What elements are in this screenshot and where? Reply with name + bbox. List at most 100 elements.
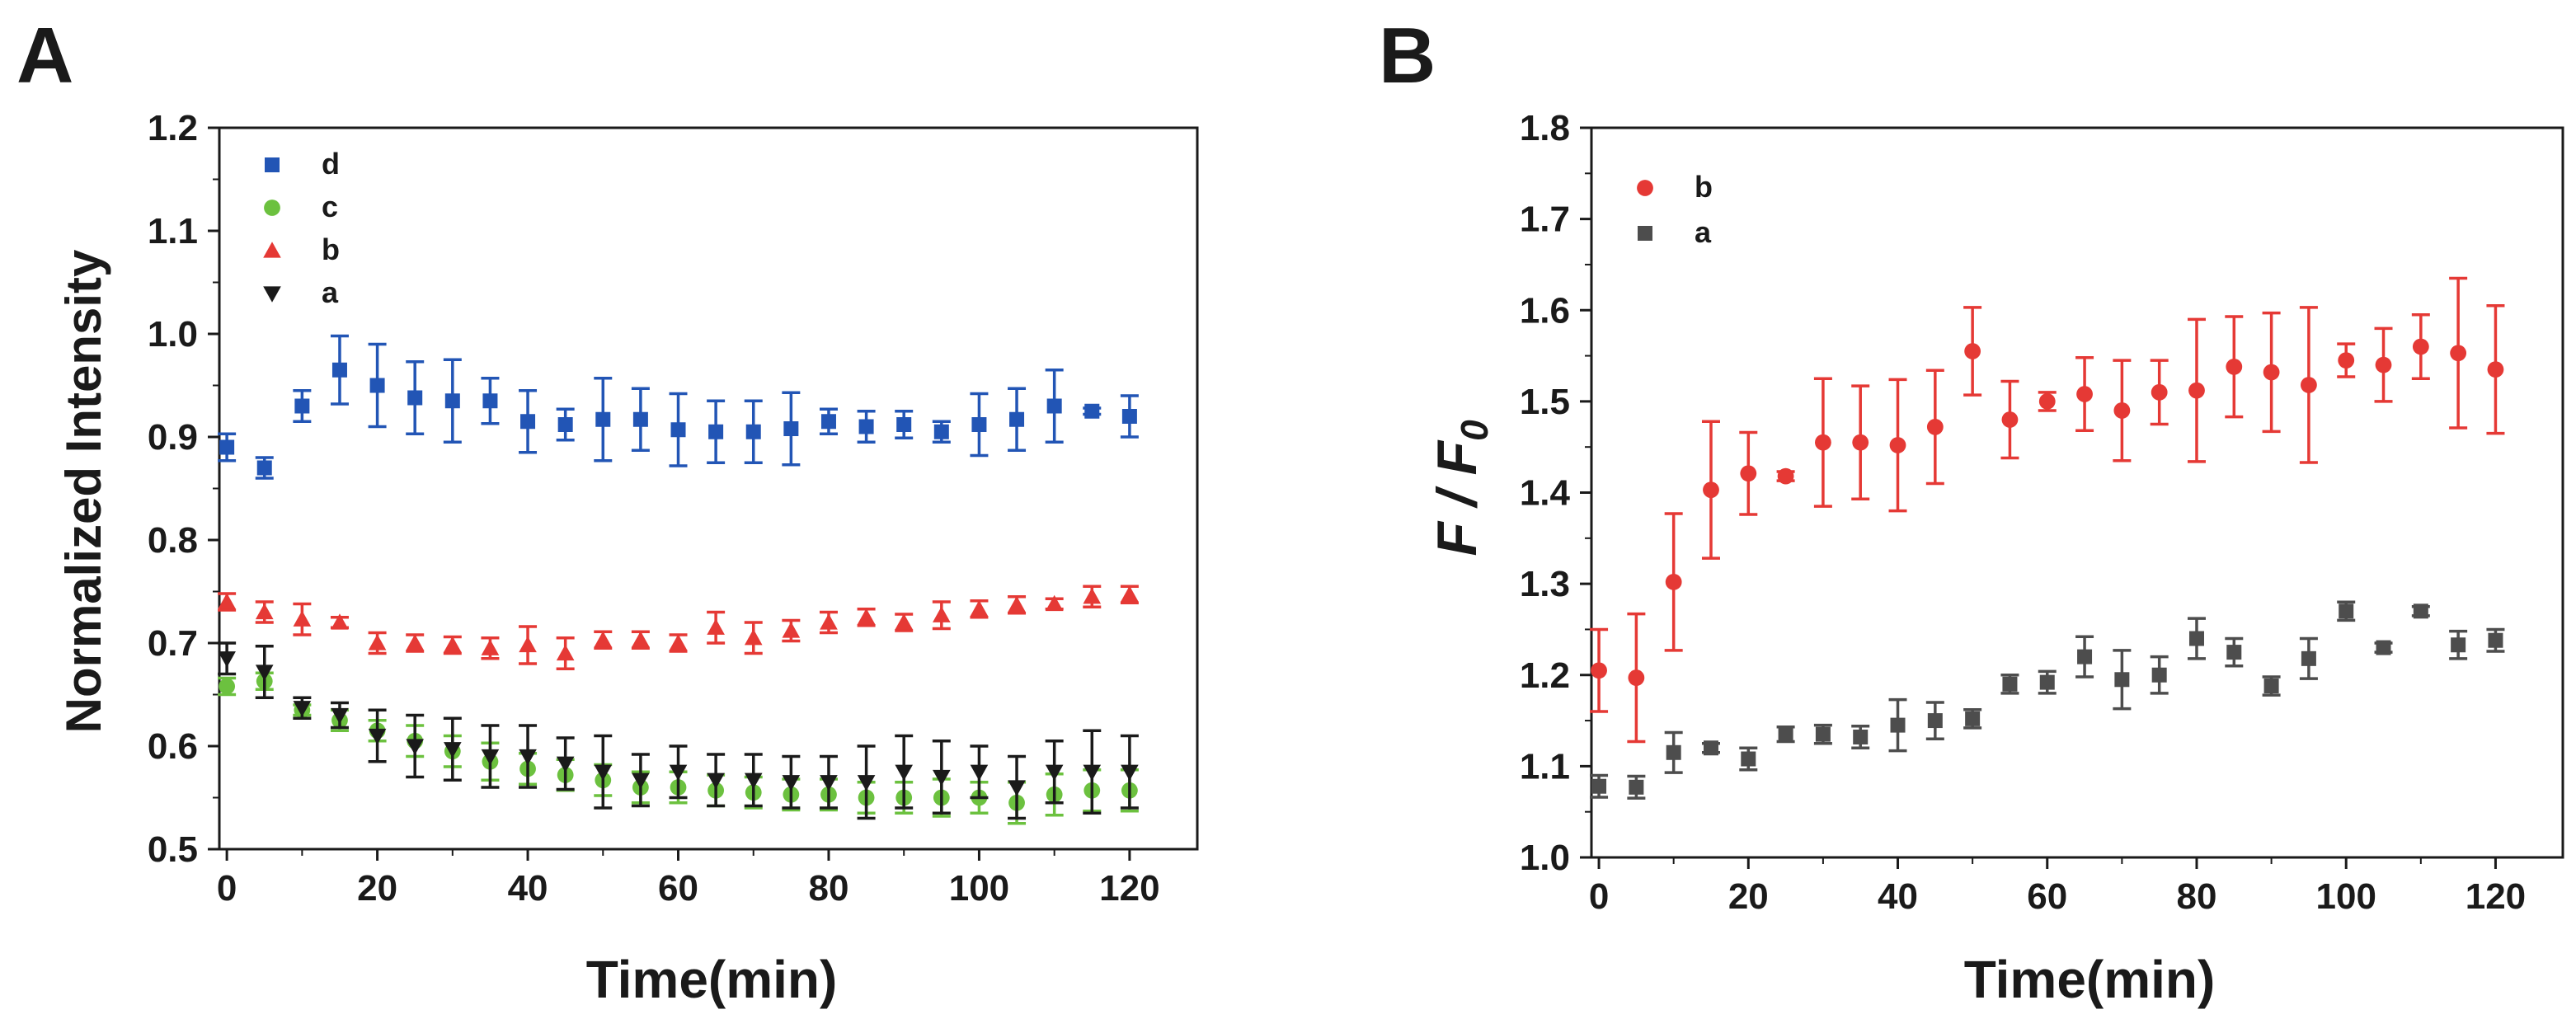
panel-b-series-a-point (1890, 717, 1906, 733)
panel-b-series-b-point (2226, 358, 2243, 375)
panel-a-series-b (218, 585, 1139, 670)
panel-a-series-a-point (218, 651, 236, 668)
panel-a-series-d-point (294, 398, 310, 414)
panel-b-series-a-point (1778, 726, 1793, 742)
panel-a-series-d-point (444, 393, 460, 409)
panel-b-y-tick-label: 1.3 (1520, 564, 1570, 604)
panel-b-series-b-point (2151, 383, 2168, 401)
panel-a-series-b-point (556, 644, 575, 661)
panel-b-y-axis-label: F / F0 (1426, 420, 1496, 556)
panel-a-legend-label-a: a (322, 275, 339, 309)
panel-a-series-a-point (707, 772, 725, 790)
panel-a-series-d-point (971, 417, 987, 432)
panel-a-series-b-point (331, 613, 349, 630)
panel-a-series-d-point (482, 393, 498, 409)
panel-b-series-a-point (2226, 645, 2242, 660)
panel-a-y-tick-label: 1.1 (148, 211, 198, 251)
panel-b-series-b-point (1740, 465, 1757, 482)
panel-a-series-a-point (1008, 780, 1026, 796)
panel-b-series-a-point (1965, 711, 1981, 726)
panel-b: B 0 20 40 60 80 100 120 1.0 1.1 1.2 1.3 1.4 1.5 1.6 1.… (1379, 12, 2564, 1009)
panel-b-series-a-point (2002, 676, 2018, 692)
panel-a-series-b-point (970, 599, 989, 617)
panel-b-legend-label-a: a (1695, 215, 1712, 249)
panel-b-axes-frame (1590, 126, 2564, 859)
panel-a-series-a-point (1121, 764, 1139, 782)
panel-a-series-a-point (1083, 764, 1102, 782)
panel-a-plot-area: 0 20 40 60 80 100 120 0.5 0.6 0.7 0.8 0.9 1.0 1.1 1.2 d… (148, 108, 1199, 909)
panel-b-series-b-point (1665, 574, 1682, 590)
panel-a-series-b-point (669, 634, 688, 650)
panel-a-legend-marker-b (263, 242, 281, 258)
panel-b-series-a-point (2188, 631, 2204, 646)
panel-a-series-d-point (369, 378, 385, 393)
panel-b-series-b-point (1889, 437, 1906, 453)
panel-a-series-c-point (219, 678, 236, 695)
panel-a-series-b-point (895, 613, 913, 630)
panel-a-series-d-point (256, 460, 272, 476)
panel-b-series-a-point (2413, 603, 2428, 619)
panel-a-series-b-point (1121, 585, 1139, 602)
panel-a-legend-marker-c (264, 200, 280, 216)
panel-b-series-b-point (2450, 345, 2467, 362)
panel-b-series-a-point (2339, 603, 2354, 619)
panel-a-series-d-point (933, 424, 949, 439)
panel-a-series-b-point (406, 634, 424, 650)
panel-b-y-tick-label: 1.5 (1520, 382, 1570, 422)
panel-b-x-tick-label: 120 (2466, 876, 2526, 917)
panel-a-series-d-point (632, 411, 648, 427)
panel-b-x-tick-label: 0 (1589, 876, 1609, 917)
panel-b-series-b-point (2338, 352, 2355, 369)
panel-a-y-tick-label: 0.6 (148, 726, 198, 767)
panel-a-series-d-point (820, 414, 836, 430)
panel-a-series-a-point (820, 775, 838, 791)
panel-b-series-a-point (2114, 672, 2130, 688)
panel-b-series-b-point (1591, 662, 1607, 679)
panel-b-series-a-point (1815, 726, 1831, 742)
panel-b-y-tick-label: 1.0 (1520, 838, 1570, 878)
panel-a-series-b-point (1045, 594, 1064, 612)
panel-b-y-axis-label-main: F / F (1426, 439, 1488, 556)
panel-a-series-d-point (858, 419, 874, 434)
panel-a-legend-label-c: c (322, 190, 338, 223)
panel-b-series-b-point (2375, 356, 2392, 373)
panel-b-series-b-point (2487, 361, 2504, 378)
panel-a-series-a-point (1045, 764, 1064, 782)
panel-b-series-a-point (2488, 632, 2503, 648)
panel-a-series-b-point (481, 639, 500, 655)
panel-a-y-tick-label: 0.8 (148, 520, 198, 561)
panel-a-series-d-point (557, 417, 573, 432)
panel-a-y-tick-label: 0.5 (148, 829, 198, 870)
panel-b-series-b-point (1815, 434, 1831, 451)
panel-a-series-a-point (933, 769, 951, 787)
panel-a-y-tick-label: 1.0 (148, 314, 198, 355)
panel-a-x-tick-label: 120 (1099, 868, 1159, 909)
panel-b-series-a-point (1703, 740, 1718, 756)
panel-a-series-b-point (707, 618, 725, 635)
panel-b-series-b-point (2113, 402, 2131, 419)
panel-a-x-tick-label: 0 (217, 868, 237, 909)
panel-b-series-a-point (1853, 729, 1869, 744)
panel-a-series-a-point (406, 739, 424, 755)
panel-b-series-b-point (1926, 418, 1944, 435)
panel-b-series-b-point (2038, 392, 2056, 410)
panel-a-legend-label-d: d (322, 147, 340, 181)
panel-a-series-d-point (407, 390, 423, 406)
panel-b-series-a-point (2451, 637, 2466, 653)
panel-a-series-d-point (331, 362, 347, 378)
panel-b-label: B (1379, 12, 1436, 100)
panel-a-series-a-point (293, 701, 312, 717)
panel-a-y-axis-label: Normalized Intensity (56, 249, 111, 733)
panel-b-series-b-point (1964, 343, 1981, 359)
panel-a-x-tick-label: 100 (949, 868, 1009, 909)
panel-b-series-b-point (2263, 364, 2280, 381)
panel-a-series-b-point (782, 622, 801, 638)
panel-a-series-b-point (368, 634, 387, 650)
panel-b-x-tick-label: 60 (2027, 876, 2067, 917)
panel-b-x-axis-label: Time(min) (1964, 950, 2216, 1009)
panel-b-series-a-point (2301, 650, 2316, 666)
panel-b-y-tick-label: 1.1 (1520, 746, 1570, 787)
panel-b-series-b-point (2412, 338, 2429, 355)
